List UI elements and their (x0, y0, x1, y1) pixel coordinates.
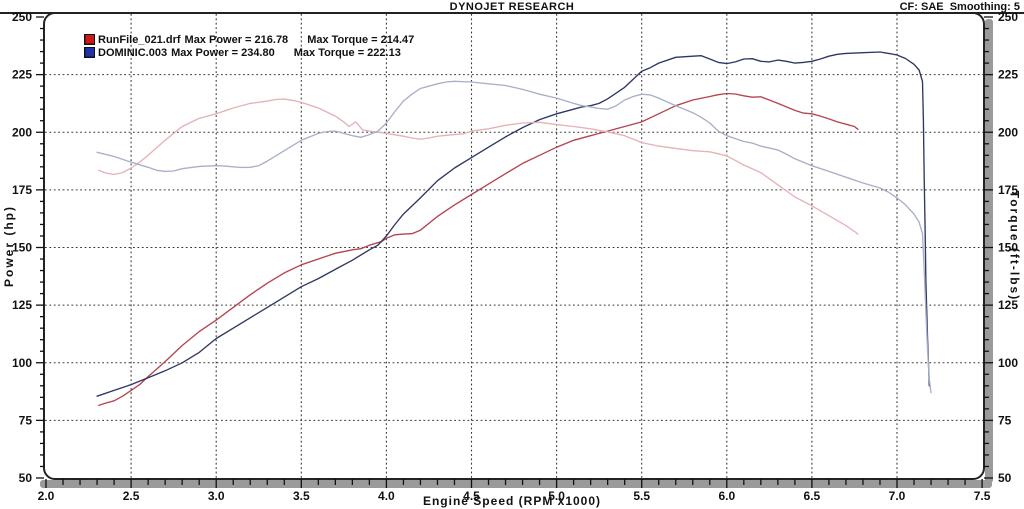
legend-torque-2: Max Torque = 222.13 (293, 46, 401, 59)
tick-labels: 250 250 225 225 200 200 175 175 150 150 125 125 100 1… (12, 10, 1018, 503)
page-title: DYNOJET RESEARCH (449, 1, 575, 13)
right-tick-label: 200 (998, 125, 1018, 139)
correction-smoothing-label: CF: SAE Smoothing: 5 (899, 1, 1020, 13)
legend-swatch-red (84, 34, 95, 45)
bottom-tick-label: 2.5 (123, 489, 140, 503)
legend-swatch-blue (84, 47, 95, 58)
right-tick-label: 150 (998, 241, 1018, 255)
bottom-tick-label: 2.0 (38, 489, 55, 503)
left-tick-label: 250 (12, 10, 32, 24)
right-tick-label: 75 (998, 413, 1012, 427)
right-tick-label: 175 (998, 183, 1018, 197)
left-tick-label: 75 (19, 413, 33, 427)
left-tick-label: 50 (19, 471, 33, 485)
right-tick-label: 225 (998, 68, 1018, 82)
legend-power-1: Max Power = 216.78 (184, 33, 289, 46)
legend: RunFile_021.drf Max Power = 216.78 Max Tor… (84, 33, 414, 59)
curve-0-hp (98, 92, 859, 407)
right-tick-label: 50 (998, 471, 1012, 485)
right-axis-band (985, 19, 993, 483)
left-tick-label: 200 (12, 125, 32, 139)
bottom-tick-label: 4.0 (378, 489, 395, 503)
curve-3-ft-lbs (96, 80, 932, 394)
right-tick-label: 250 (998, 10, 1018, 24)
left-tick-label: 100 (12, 356, 32, 370)
bottom-tick-label: 6.0 (718, 489, 735, 503)
legend-row-run2: DOMINIC.003 Max Power = 234.80 Max Torque … (84, 46, 414, 59)
right-tick-label: 125 (998, 298, 1018, 312)
left-axis-title: Power (hp) (2, 205, 16, 287)
bottom-tick-label: 7.5 (974, 489, 991, 503)
axis-ticks (36, 16, 993, 488)
bottom-tick-label: 3.5 (293, 489, 310, 503)
bottom-tick-label: 5.0 (548, 489, 565, 503)
left-tick-label: 150 (12, 241, 32, 255)
right-axis-title: Torque (ft-lbs) (1007, 190, 1022, 302)
legend-row-run1: RunFile_021.drf Max Power = 216.78 Max Tor… (84, 33, 414, 46)
plot-frame (43, 12, 985, 480)
left-tick-label: 225 (12, 68, 32, 82)
curve-2-ft-lbs (98, 98, 859, 235)
left-tick-label: 125 (12, 298, 32, 312)
legend-file-2: DOMINIC.003 (98, 46, 168, 59)
gridlines (45, 14, 983, 478)
bottom-axis-band (40, 480, 992, 488)
bottom-tick-label: 7.0 (889, 489, 906, 503)
bottom-tick-label: 6.5 (804, 489, 821, 503)
bottom-tick-label: 5.5 (633, 489, 650, 503)
curve-1-hp (96, 51, 930, 397)
left-tick-label: 175 (12, 183, 32, 197)
right-tick-label: 100 (998, 356, 1018, 370)
bottom-tick-label: 3.0 (208, 489, 225, 503)
legend-power-2: Max Power = 234.80 (171, 46, 275, 59)
legend-file-1: RunFile_021.drf (98, 33, 181, 46)
legend-torque-1: Max Torque = 214.47 (307, 33, 415, 46)
x-axis-title: Engine Speed (RPM x1000) (422, 494, 602, 508)
bottom-tick-label: 4.5 (463, 489, 480, 503)
